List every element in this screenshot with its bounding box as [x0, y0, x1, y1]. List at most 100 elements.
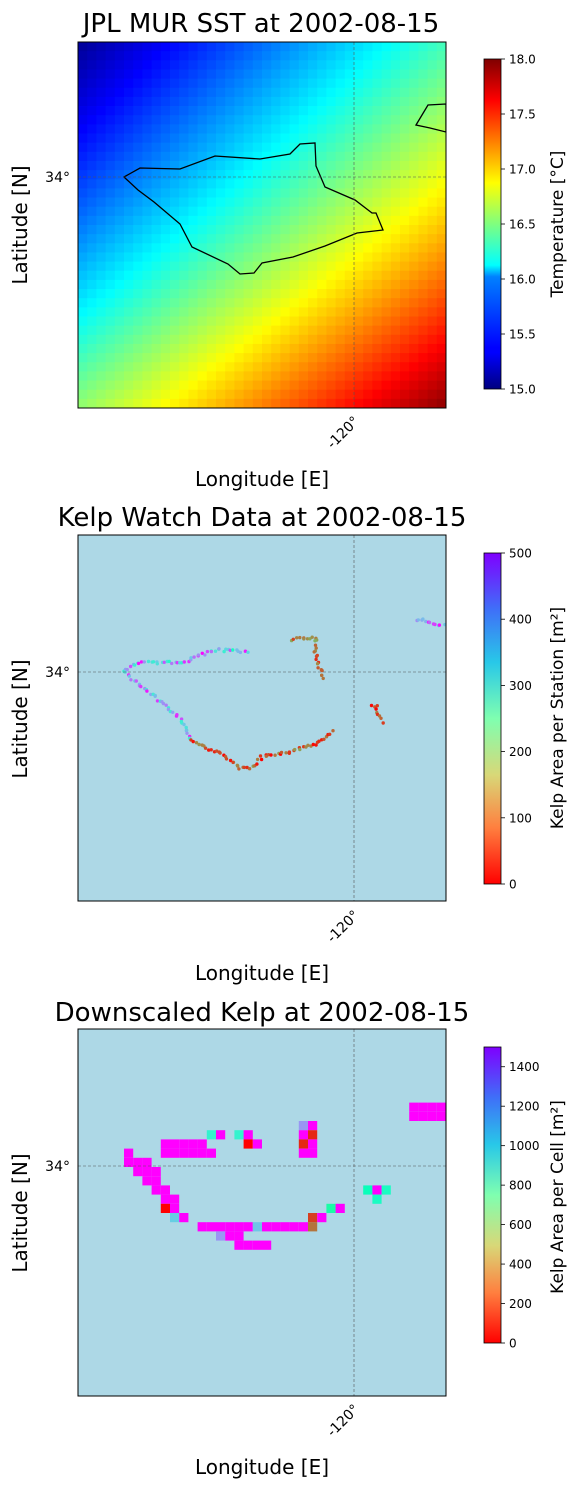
sst-cell [326, 188, 336, 198]
sst-cell [179, 353, 189, 363]
sst-cell [427, 270, 438, 281]
sst-cell [400, 334, 410, 345]
sst-cell [289, 179, 300, 189]
sst-cell [252, 334, 263, 345]
sst-cell [188, 398, 198, 408]
sst-cell [308, 206, 318, 217]
sst-cell [436, 197, 446, 208]
sst-cell [234, 343, 244, 354]
x-axis-label: Longitude [E] [195, 1455, 329, 1479]
sst-cell [206, 243, 217, 253]
sst-cell [381, 316, 392, 327]
sst-cell [225, 389, 235, 400]
sst-cell [289, 398, 300, 408]
sst-cell [308, 151, 318, 162]
sst-cell [418, 69, 428, 79]
sst-cell [390, 243, 401, 253]
sst-cell [170, 371, 180, 381]
sst-cell [96, 353, 106, 363]
sst-cell [289, 279, 300, 290]
sst-cell [335, 289, 346, 299]
sst-cell [390, 115, 401, 125]
sst-cell [427, 389, 438, 400]
y-tick-label: 34° [45, 1159, 70, 1175]
sst-cell [400, 206, 410, 217]
sst-cell [280, 270, 290, 281]
sst-cell [160, 298, 171, 308]
sst-cell [390, 215, 401, 226]
sst-cell [78, 243, 88, 253]
kelp-station [222, 649, 226, 654]
sst-cell [133, 133, 143, 144]
y-axis-label: Latitude [N] [8, 1153, 32, 1272]
sst-cell [105, 343, 116, 354]
sst-cell [409, 380, 419, 391]
sst-cell [280, 279, 290, 290]
sst-cell [436, 261, 446, 272]
sst-cell [151, 371, 162, 381]
sst-cell [243, 142, 254, 153]
sst-cell [142, 160, 152, 171]
sst-cell [344, 225, 355, 235]
sst-cell [280, 69, 290, 79]
sst-cell [78, 151, 88, 162]
sst-cell [354, 215, 364, 226]
sst-cell [418, 188, 428, 198]
sst-cell [160, 96, 171, 107]
sst-cell [216, 206, 226, 217]
sst-cell [87, 87, 97, 98]
sst-cell [409, 151, 419, 162]
sst-cell [390, 234, 401, 244]
sst-cell [105, 334, 116, 345]
sst-cell [363, 371, 373, 381]
sst-cell [133, 179, 143, 189]
sst-cell [78, 307, 88, 317]
sst-cell [381, 69, 392, 79]
sst-cell [326, 343, 336, 354]
sst-cell [96, 380, 106, 391]
panel-kelp-watch: Kelp Watch Data at 2002-08-15 34° -120° … [8, 503, 568, 985]
kelp-cell [170, 1148, 180, 1158]
sst-cell [114, 307, 125, 317]
sst-cell [427, 87, 438, 98]
sst-cell [326, 243, 336, 253]
kelp-station [179, 717, 184, 721]
sst-cell [409, 179, 419, 189]
sst-cell [289, 197, 300, 208]
sst-cell [252, 78, 263, 89]
sst-cell [280, 133, 290, 144]
sst-cell [225, 362, 235, 372]
sst-cell [372, 353, 382, 363]
sst-cell [87, 179, 97, 189]
sst-cell [390, 380, 401, 391]
sst-cell [114, 215, 125, 226]
sst-cell [363, 252, 373, 262]
sst-cell [170, 243, 180, 253]
sst-cell [124, 307, 134, 317]
sst-cell [197, 234, 208, 244]
sst-cell [363, 133, 373, 144]
sst-cell [390, 334, 401, 345]
sst-cell [418, 334, 428, 345]
sst-cell [372, 179, 382, 189]
sst-cell [225, 215, 235, 226]
colorbar-tick-label: 15.0 [509, 383, 536, 397]
sst-cell [400, 179, 410, 189]
sst-cell [262, 334, 272, 345]
sst-cell [216, 133, 226, 144]
sst-cell [188, 289, 198, 299]
sst-cell [234, 380, 244, 391]
kelp-station [125, 667, 129, 672]
sst-cell [142, 51, 152, 61]
kelp-station [196, 653, 201, 657]
sst-cell [243, 78, 254, 89]
sst-cell [335, 42, 346, 52]
colorbar-tick-label: 1400 [509, 1060, 540, 1074]
sst-cell [427, 289, 438, 299]
sst-cell [96, 115, 106, 125]
sst-cell [436, 252, 446, 262]
sst-cell [335, 261, 346, 272]
kelp-station [155, 699, 160, 703]
sst-cell [124, 279, 134, 290]
sst-cell [289, 69, 300, 79]
